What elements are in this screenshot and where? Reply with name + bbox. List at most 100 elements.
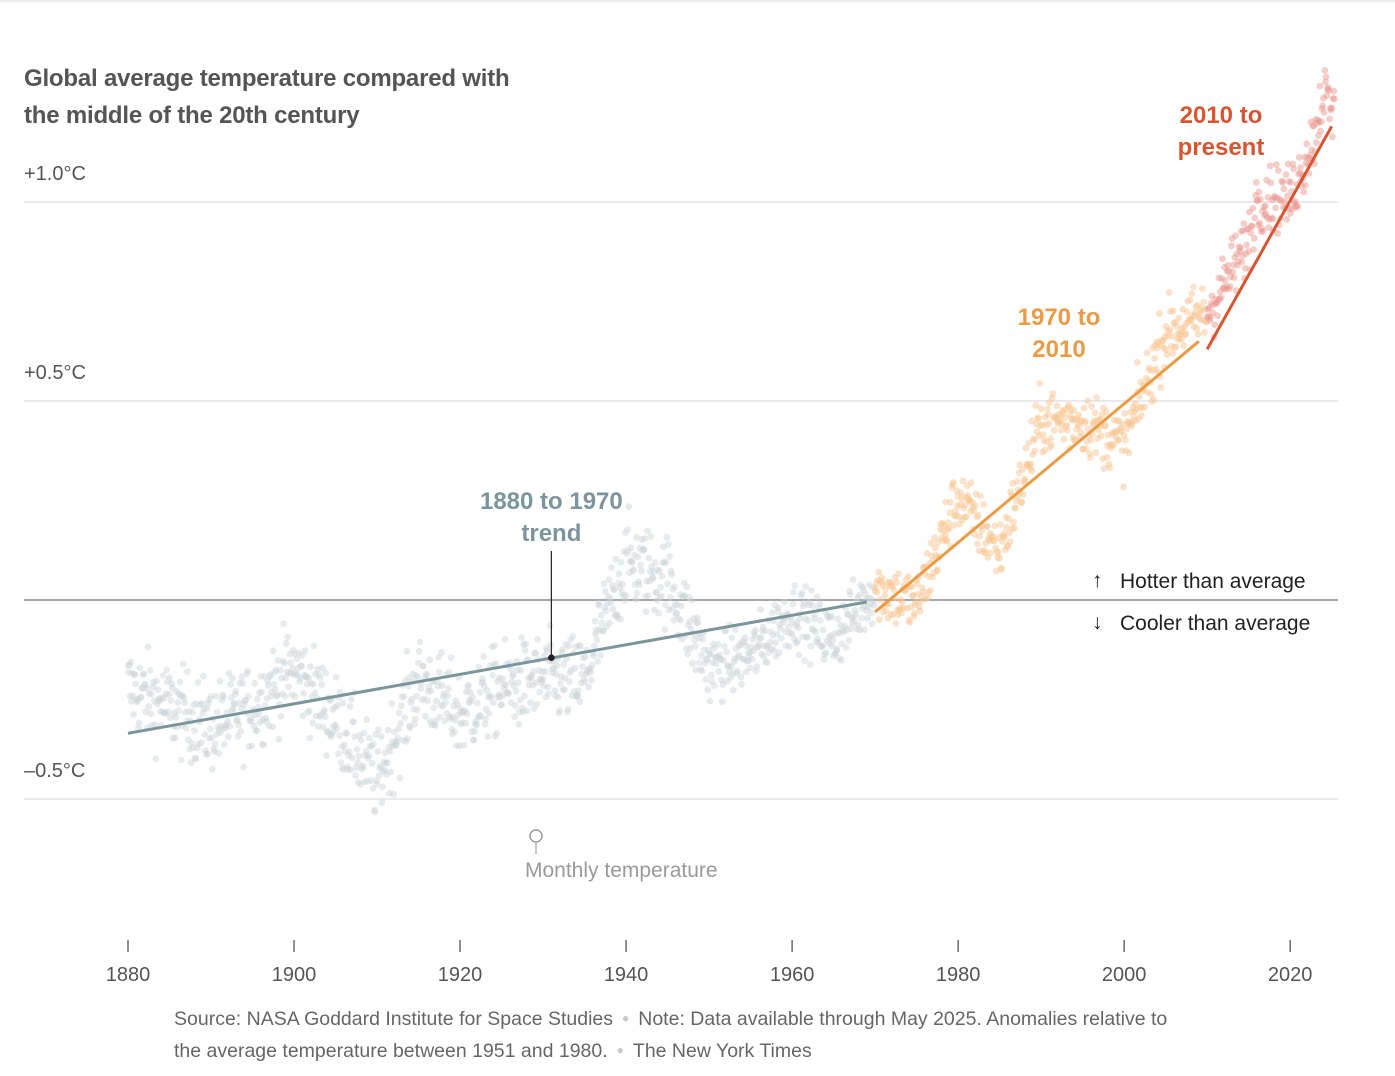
monthly-point [427,687,435,695]
monthly-point [225,669,233,677]
monthly-point [512,687,520,695]
monthly-point [420,662,427,670]
monthly-point [1290,165,1297,173]
monthly-point [339,765,346,772]
monthly-point [271,685,279,693]
monthly-point [311,689,319,697]
monthly-point [366,734,373,742]
monthly-point [279,657,287,665]
monthly-point [236,679,244,687]
monthly-point [643,577,651,585]
monthly-point [1291,197,1299,205]
monthly-point [689,659,696,667]
monthly-point [957,489,965,497]
monthly-point [205,696,213,704]
monthly-point [667,567,675,575]
monthly-point [834,615,842,623]
monthly-point [148,690,155,698]
monthly-point [666,594,674,601]
monthly-point [1041,446,1048,454]
monthly-point [415,659,422,667]
monthly-point [743,642,750,650]
monthly-point [188,739,196,747]
monthly-point [330,722,337,730]
monthly-point [785,643,793,651]
monthly-point [738,681,745,688]
monthly-point [521,646,529,654]
monthly-point [817,642,825,649]
monthly-point [331,704,339,711]
monthly-point [465,681,472,689]
monthly-point [1168,332,1176,340]
monthly-point [610,586,618,593]
monthly-point [829,636,837,644]
monthly-point [711,654,719,661]
monthly-point [491,732,499,740]
monthly-point [445,669,453,676]
monthly-point [146,690,153,697]
monthly-point [725,662,732,669]
monthly-point [653,597,661,604]
up-arrow-icon: ↑ [1092,569,1103,592]
monthly-point [303,680,311,688]
monthly-point [408,695,415,703]
monthly-point [963,513,970,521]
monthly-point [1230,261,1237,269]
monthly-point [338,743,346,750]
monthly-point [298,652,306,659]
monthly-point [187,759,195,767]
monthly-point [269,723,276,731]
monthly-point [319,724,327,731]
monthly-point [405,674,413,681]
monthly-point [693,619,700,627]
monthly-point [740,655,748,663]
monthly-point [640,545,647,553]
monthly-point [857,581,864,589]
monthly-point [509,671,517,678]
monthly-point [826,614,834,621]
monthly-point [182,724,190,732]
monthly-point [344,765,352,773]
monthly-point [437,701,445,709]
monthly-point [1319,102,1327,110]
monthly-point [246,717,254,725]
monthly-point [283,668,291,676]
monthly-point [1255,221,1262,229]
monthly-point [972,502,979,509]
monthly-point [599,627,607,635]
monthly-point [330,727,338,735]
separator-dot: ● [616,1043,624,1057]
monthly-point [215,750,223,757]
monthly-point [1243,241,1250,249]
monthly-point [323,752,330,759]
monthly-point [680,579,688,587]
monthly-point [753,663,761,670]
monthly-point [1121,410,1129,417]
monthly-point [203,705,211,712]
monthly-point [717,655,725,663]
monthly-point [852,610,860,618]
monthly-point [1280,185,1288,193]
monthly-point [381,766,388,774]
monthly-point [493,729,501,737]
monthly-point [191,754,199,762]
monthly-point [613,612,620,620]
monthly-point [651,606,658,614]
monthly-point [1289,160,1297,168]
monthly-point [464,683,472,690]
monthly-point [565,642,573,650]
monthly-point [837,656,845,664]
monthly-point [407,699,415,706]
monthly-point [1329,133,1336,141]
monthly-point [628,559,636,566]
monthly-point [700,646,708,654]
monthly-point [374,748,382,755]
monthly-point [634,553,642,561]
monthly-point [159,708,167,716]
monthly-point [255,710,263,718]
monthly-point [947,498,954,506]
monthly-point [672,610,680,618]
monthly-point [269,647,277,655]
monthly-point [259,716,267,723]
monthly-point [244,667,252,675]
